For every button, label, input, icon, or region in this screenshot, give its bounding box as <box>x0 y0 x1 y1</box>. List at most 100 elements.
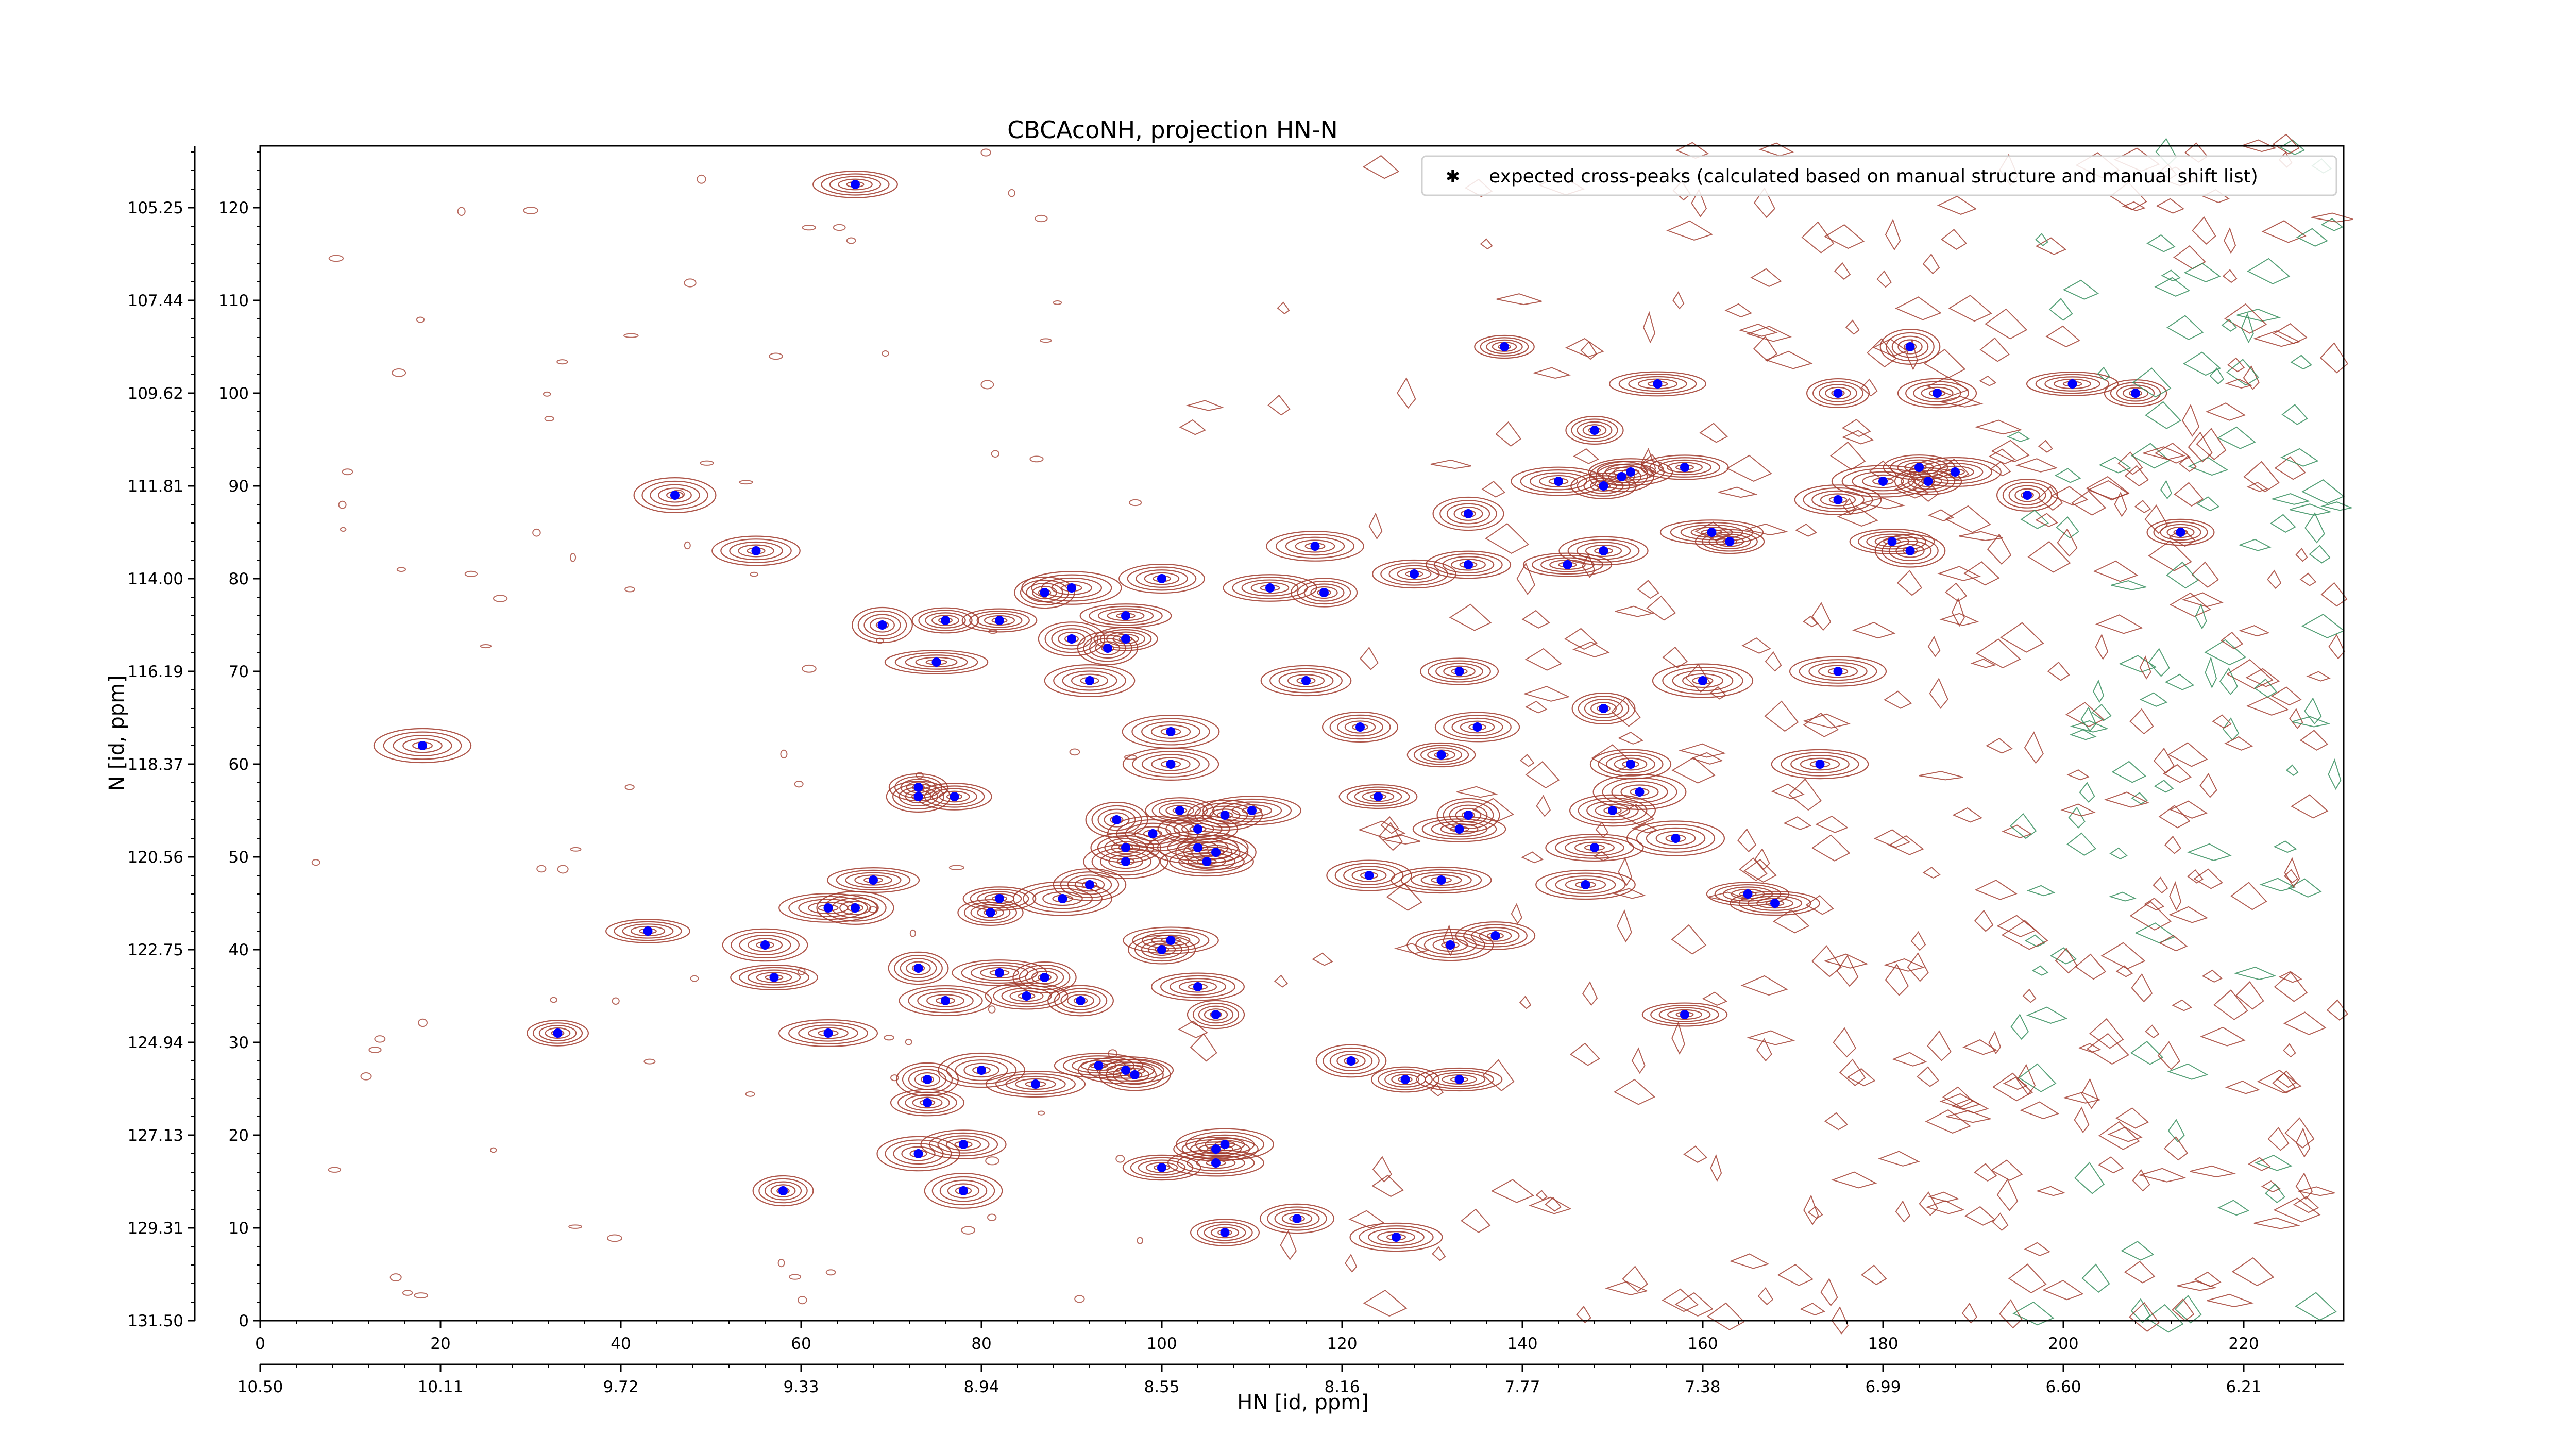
noise-contour <box>2075 953 2107 980</box>
peak-contour-ring <box>918 610 973 631</box>
noise-contour <box>1750 268 1782 287</box>
peak-contour-ring <box>1051 581 1092 595</box>
peak-contour-ring <box>1425 1070 1494 1089</box>
noise-contour <box>2221 318 2237 332</box>
noise-contour <box>1358 820 1406 839</box>
y-ppm-tick-label: 129.31 <box>128 1219 183 1238</box>
noise-contour <box>2104 791 2150 808</box>
peak-contour-ring <box>897 1091 957 1114</box>
peak-contour-ring <box>1112 1065 1157 1085</box>
peak-marker <box>913 964 923 973</box>
x-tick-label: 40 <box>611 1335 631 1353</box>
peak-marker <box>1626 760 1635 769</box>
peak-contour-ring <box>961 608 1038 633</box>
peak-contour-ring <box>1147 943 1176 956</box>
noise-contour <box>2141 446 2186 460</box>
noise-contour <box>1472 798 1514 822</box>
noise-contour <box>1937 195 1977 215</box>
y-ppm-tick-label: 105.25 <box>128 199 183 217</box>
noise-contour <box>1764 700 1799 732</box>
noise-contour <box>2098 457 2132 474</box>
noise-contour <box>2089 1018 2124 1049</box>
peak-contour-ring <box>2153 521 2208 544</box>
peak-contour-ring <box>1578 696 1630 721</box>
peak-contour-ring <box>1120 1068 1150 1082</box>
noise-contour <box>1495 421 1521 447</box>
noise-contour <box>1582 981 1598 1006</box>
noise-contour <box>1811 602 1832 631</box>
noise-contour <box>2038 485 2063 511</box>
noise-contour <box>1970 659 1996 668</box>
noise-contour <box>1178 1020 1208 1038</box>
peak-marker <box>1500 342 1509 351</box>
peak-contour-ring <box>1421 818 1497 840</box>
noise-contour <box>1846 1068 1876 1087</box>
peak-contour-ring <box>2166 526 2195 538</box>
noise-contour <box>2081 1263 2110 1293</box>
peak-marker <box>1220 1140 1230 1149</box>
peak-contour-ring <box>1658 1007 1711 1022</box>
peak-contour-ring <box>1480 337 1529 357</box>
noise-contour <box>544 416 554 422</box>
peak-marker <box>995 968 1004 977</box>
noise-contour <box>2098 1121 2140 1150</box>
noise-contour <box>2219 667 2238 696</box>
noise-contour <box>2144 504 2168 534</box>
peak-contour-ring <box>1874 534 1946 568</box>
noise-contour <box>1363 1289 1408 1317</box>
peak-marker <box>1590 426 1599 435</box>
noise-contour <box>1615 605 1654 617</box>
peak-contour-ring <box>1127 566 1197 591</box>
noise-contour <box>833 224 846 231</box>
noise-contour <box>1764 350 1813 369</box>
noise-contour <box>1383 834 1421 845</box>
noise-contour <box>2227 357 2245 373</box>
peak-marker <box>1590 843 1599 852</box>
peak-contour-ring <box>1849 529 1935 554</box>
noise-contour <box>2164 835 2182 854</box>
noise-contour <box>568 1224 583 1229</box>
noise-contour <box>1979 375 1997 386</box>
peak-contour-ring <box>1204 1224 1246 1241</box>
peak-contour-ring <box>1107 816 1199 852</box>
noise-contour <box>457 207 466 216</box>
peak-contour-ring <box>1354 789 1402 804</box>
peak-contour-ring <box>1420 747 1463 763</box>
peak-contour-ring <box>1344 720 1376 734</box>
peak-contour-ring <box>1241 579 1299 597</box>
peak-contour-ring <box>905 654 968 670</box>
noise-contour <box>2097 366 2110 381</box>
noise-contour <box>396 567 406 572</box>
peak-contour-ring <box>1195 1134 1255 1155</box>
noise-contour <box>1831 1171 1877 1189</box>
peak-contour-ring <box>1142 932 1200 949</box>
peak-contour-ring <box>939 1179 988 1202</box>
noise-contour <box>1974 1163 1997 1182</box>
noise-contour <box>1951 1098 1989 1113</box>
peak-contour-ring <box>1323 1047 1380 1075</box>
peak-contour-ring <box>764 1181 802 1201</box>
peak-contour-ring <box>622 923 674 939</box>
noise-contour <box>2022 988 2037 1003</box>
peak-contour-ring <box>917 991 974 1010</box>
y-tick-label: 10 <box>229 1219 249 1238</box>
noise-contour <box>2131 973 2153 1003</box>
noise-contour <box>1925 1200 1965 1214</box>
noise-contour <box>2246 696 2289 716</box>
peak-contour-ring <box>1031 574 1112 602</box>
peak-contour-ring <box>1044 625 1099 653</box>
noise-contour <box>2047 661 2070 681</box>
peak-contour-ring <box>1275 533 1355 559</box>
noise-contour <box>2062 1092 2102 1104</box>
peak-contour-ring <box>1451 717 1503 737</box>
peak-contour-ring <box>2110 382 2161 404</box>
noise-contour <box>802 664 817 673</box>
peak-contour-ring <box>1099 629 1152 649</box>
noise-contour <box>2299 730 2329 751</box>
noise-contour <box>1074 1295 1085 1303</box>
noise-contour <box>2117 451 2143 475</box>
noise-contour <box>2139 692 2168 707</box>
peak-contour-ring <box>747 969 801 986</box>
peak-contour-ring <box>1062 670 1117 691</box>
peak-marker <box>1680 1010 1689 1019</box>
